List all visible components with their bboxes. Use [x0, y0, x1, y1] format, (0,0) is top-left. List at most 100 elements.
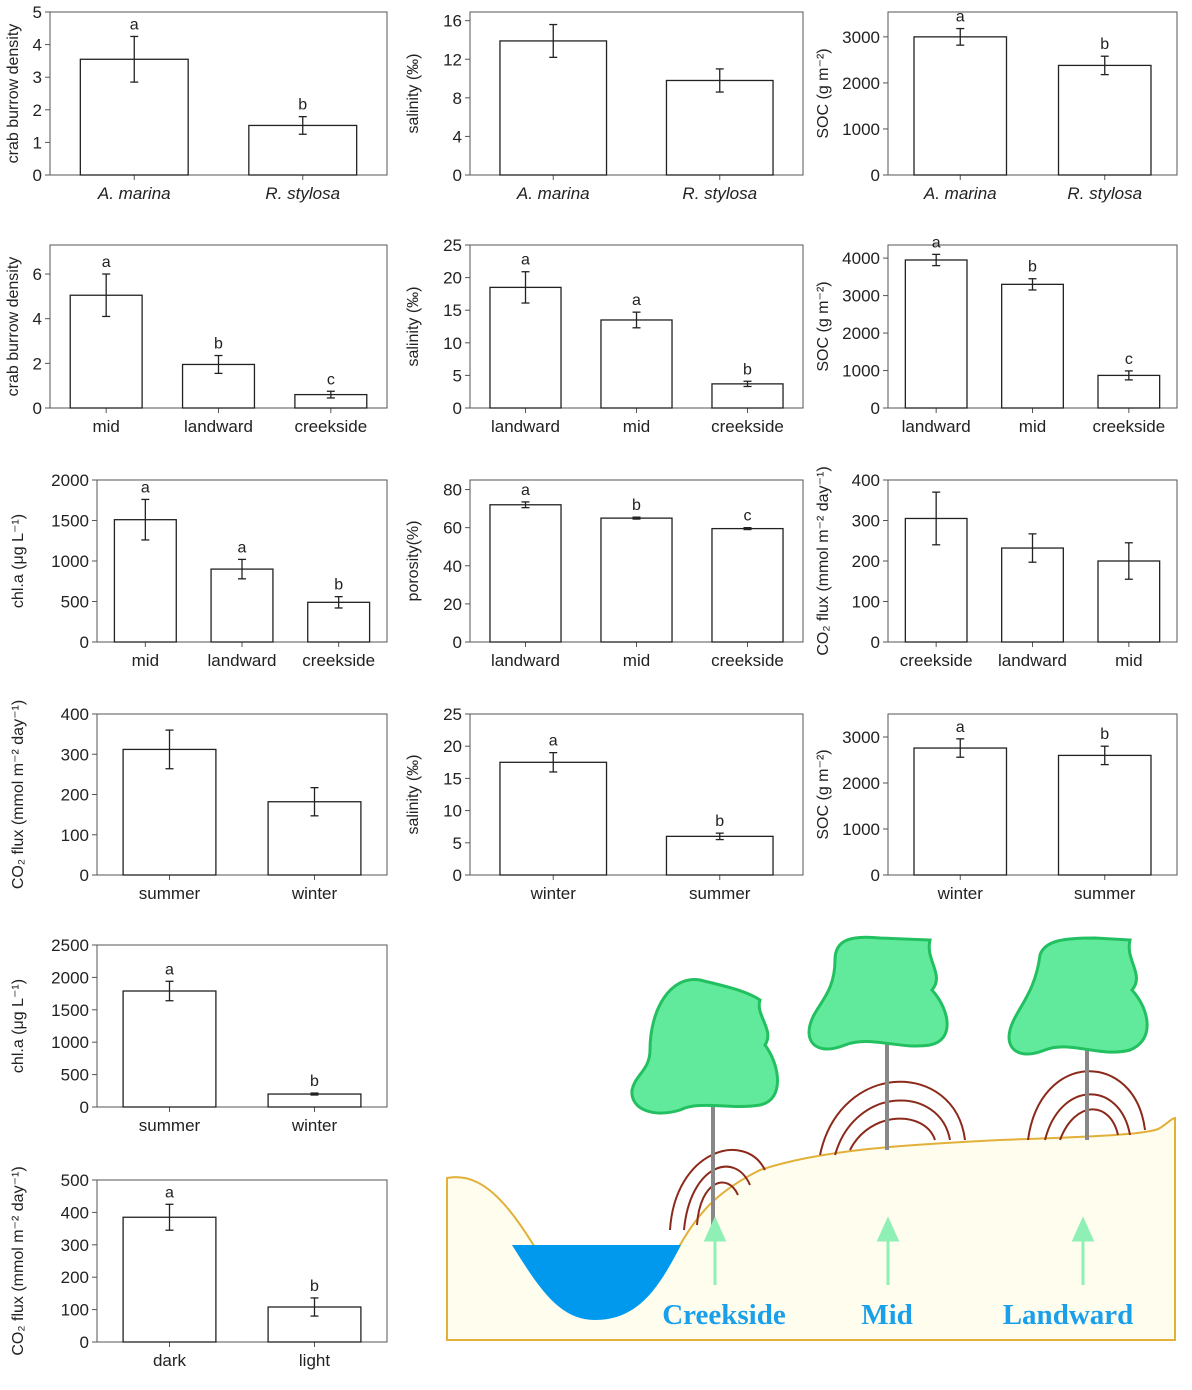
x-tick-label: creekside [900, 651, 973, 670]
panel: 012345crab burrow densityA. marinaaR. st… [5, 3, 387, 203]
figure: Creekside Mid Landward 012345crab burrow… [0, 0, 1192, 1385]
x-tick-label: creekside [1092, 417, 1165, 436]
y-tick-label: 300 [61, 745, 89, 764]
y-axis-label: salinity (‰) [405, 53, 422, 133]
bar [1002, 284, 1064, 408]
y-axis-label: SOC (g m⁻²) [815, 749, 832, 839]
page: Creekside Mid Landward 012345crab burrow… [0, 0, 1192, 1385]
y-tick-label: 300 [61, 1236, 89, 1255]
y-tick-label: 4 [453, 127, 462, 146]
y-axis-label: CO₂ flux (mmol m⁻² day⁻¹) [10, 700, 27, 889]
y-tick-label: 10 [443, 334, 462, 353]
panel: 0510152025salinity (‰)winterasummerb [405, 705, 803, 903]
bar [268, 1094, 361, 1107]
y-tick-label: 3000 [842, 28, 880, 47]
significance-letter: c [1125, 351, 1133, 368]
y-axis-label: chl.a (μg L⁻¹) [10, 979, 27, 1073]
panel: 0510152025salinity (‰)landwardamidacreek… [405, 236, 803, 436]
y-axis-label: chl.a (μg L⁻¹) [10, 514, 27, 608]
significance-letter: a [165, 1184, 174, 1201]
y-tick-label: 200 [61, 786, 89, 805]
significance-letter: c [744, 508, 752, 525]
significance-letter: a [165, 961, 174, 978]
bar [601, 518, 672, 642]
y-tick-label: 2 [33, 101, 42, 120]
y-tick-label: 2000 [842, 324, 880, 343]
significance-letter: a [632, 292, 641, 309]
y-tick-label: 5 [453, 366, 462, 385]
y-tick-label: 100 [61, 826, 89, 845]
x-tick-label: landward [208, 651, 277, 670]
bar [500, 41, 607, 175]
bar [123, 1217, 216, 1342]
y-tick-label: 1000 [842, 362, 880, 381]
y-tick-label: 1000 [842, 120, 880, 139]
y-tick-label: 1000 [51, 1033, 89, 1052]
y-axis-label: porosity(%) [405, 521, 422, 602]
x-tick-label: summer [1074, 884, 1136, 903]
significance-letter: b [632, 497, 641, 514]
y-tick-label: 15 [443, 301, 462, 320]
y-tick-label: 15 [443, 769, 462, 788]
significance-letter: b [334, 577, 343, 594]
y-tick-label: 3000 [842, 728, 880, 747]
y-tick-label: 40 [443, 557, 462, 576]
y-tick-label: 400 [61, 1203, 89, 1222]
bar [601, 320, 672, 408]
significance-letter: b [1028, 259, 1037, 276]
y-tick-label: 1500 [51, 1001, 89, 1020]
x-tick-label: R. stylosa [1067, 184, 1142, 203]
x-tick-label: summer [139, 1116, 201, 1135]
y-tick-label: 300 [852, 512, 880, 531]
bar [914, 748, 1006, 875]
y-tick-label: 0 [871, 399, 880, 418]
y-axis-label: salinity (‰) [405, 754, 422, 834]
x-tick-label: creekside [711, 651, 784, 670]
y-tick-label: 12 [443, 50, 462, 69]
bar [666, 836, 773, 875]
x-tick-label: winter [291, 884, 338, 903]
bar [123, 991, 216, 1107]
significance-letter: a [102, 254, 111, 271]
zone-label: Landward [1003, 1299, 1134, 1331]
bar [490, 287, 561, 408]
significance-letter: a [130, 16, 139, 33]
y-axis-label: CO₂ flux (mmol m⁻² day⁻¹) [815, 466, 832, 655]
y-tick-label: 2000 [51, 968, 89, 987]
y-tick-label: 0 [871, 166, 880, 185]
y-tick-label: 2000 [842, 74, 880, 93]
x-tick-label: light [299, 1351, 330, 1370]
y-tick-label: 400 [61, 705, 89, 724]
significance-letter: b [298, 97, 307, 114]
x-tick-label: summer [689, 884, 751, 903]
x-tick-label: A. marina [97, 184, 171, 203]
y-tick-label: 8 [453, 89, 462, 108]
panel: 020406080porosity(%)landwardamidbcreeksi… [405, 480, 803, 670]
y-tick-label: 400 [852, 471, 880, 490]
x-tick-label: creekside [294, 417, 367, 436]
x-tick-label: landward [902, 417, 971, 436]
y-tick-label: 0 [871, 866, 880, 885]
significance-letter: b [1100, 726, 1109, 743]
y-tick-label: 500 [61, 1066, 89, 1085]
y-tick-label: 0 [33, 399, 42, 418]
y-tick-label: 2500 [51, 936, 89, 955]
x-tick-label: dark [153, 1351, 187, 1370]
bar [211, 569, 273, 642]
significance-letter: b [1100, 36, 1109, 53]
x-tick-label: creekside [711, 417, 784, 436]
x-tick-label: mid [1115, 651, 1142, 670]
y-tick-label: 500 [61, 593, 89, 612]
x-tick-label: landward [491, 651, 560, 670]
significance-letter: a [521, 482, 530, 499]
x-tick-label: R. stylosa [682, 184, 757, 203]
y-tick-label: 25 [443, 236, 462, 255]
y-tick-label: 200 [61, 1268, 89, 1287]
y-axis-label: CO₂ flux (mmol m⁻² day⁻¹) [10, 1166, 27, 1355]
y-tick-label: 10 [443, 802, 462, 821]
y-axis-label: crab burrow density [5, 257, 22, 397]
